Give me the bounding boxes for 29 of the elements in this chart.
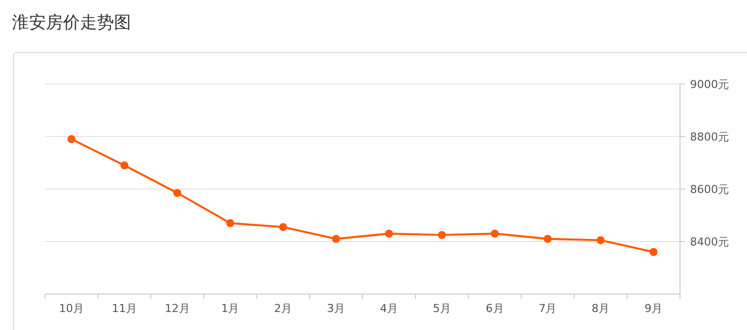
x-tick-label: 3月 [327,302,346,315]
x-tick-label: 9月 [644,302,663,315]
point [67,135,76,144]
y-tick-label: 8800元 [690,130,729,144]
x-tick-label: 6月 [486,302,504,315]
x-tick-label: 1月 [221,302,240,315]
point [279,223,288,232]
point [438,230,446,239]
x-tick-label: 8月 [592,302,610,315]
x-tick-label: 11月 [112,302,137,315]
chart-title: 淮安房价走势图 [12,13,131,33]
y-tick-label: 9000元 [690,78,729,91]
point [544,234,552,243]
point [650,248,658,256]
point [173,188,182,197]
x-tick-label: 4月 [380,302,398,315]
point [120,161,128,170]
x-tick-label: 10月 [58,302,84,315]
point [332,234,340,243]
y-tick-label: 8400元 [690,236,729,248]
x-tick-label: 7月 [538,302,557,315]
point [490,230,499,238]
x-tick-label: 12月 [164,302,190,315]
x-tick-label: 2月 [274,302,292,315]
y-tick-label: 8600元 [690,183,729,196]
x-tick-label: 5月 [432,302,451,315]
point [384,230,393,238]
point [226,219,234,228]
point [596,236,605,244]
